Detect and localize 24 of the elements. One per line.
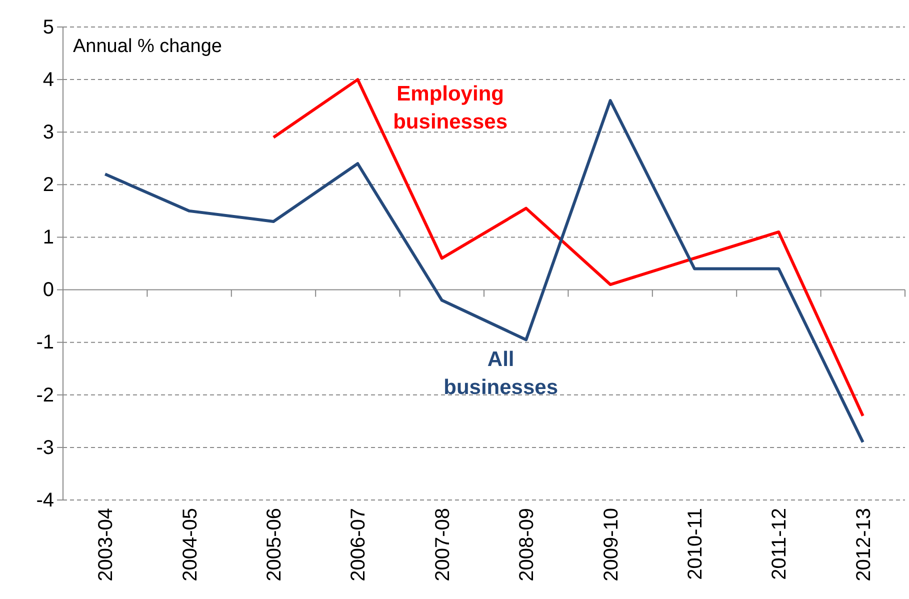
x-tick-label: 2003-04	[95, 508, 118, 582]
x-tick-label: 2004-05	[179, 508, 202, 582]
line-series	[272, 78, 864, 418]
x-tick-label: 2005-06	[264, 508, 286, 582]
y-tick-label: -3	[36, 436, 54, 459]
y-tick-label: -4	[36, 489, 54, 512]
y-tick-label: 5	[42, 16, 54, 38]
x-tick-label: 2008-09	[516, 508, 538, 582]
x-tick-label: 2011-12	[768, 508, 791, 580]
x-tick-label: 2007-08	[432, 508, 454, 582]
series-label: Employing businesses	[393, 82, 508, 134]
series-label: All businesses	[444, 348, 558, 399]
y-tick-label: -2	[36, 384, 54, 406]
x-tick-label: 2006-07	[348, 508, 370, 582]
x-tick-label: 2010-11	[684, 508, 706, 580]
y-tick-label: 1	[42, 226, 54, 249]
y-tick-label: 3	[42, 122, 54, 144]
y-tick-label: 4	[42, 68, 54, 91]
y-tick-label: -1	[36, 332, 54, 354]
y-axis-title: Annual % change	[73, 36, 222, 57]
x-tick-label: 2012-13	[852, 508, 875, 582]
x-tick-label: 2009-10	[600, 508, 622, 582]
y-tick-label: 2	[42, 174, 54, 196]
y-tick-label: 0	[42, 279, 54, 302]
